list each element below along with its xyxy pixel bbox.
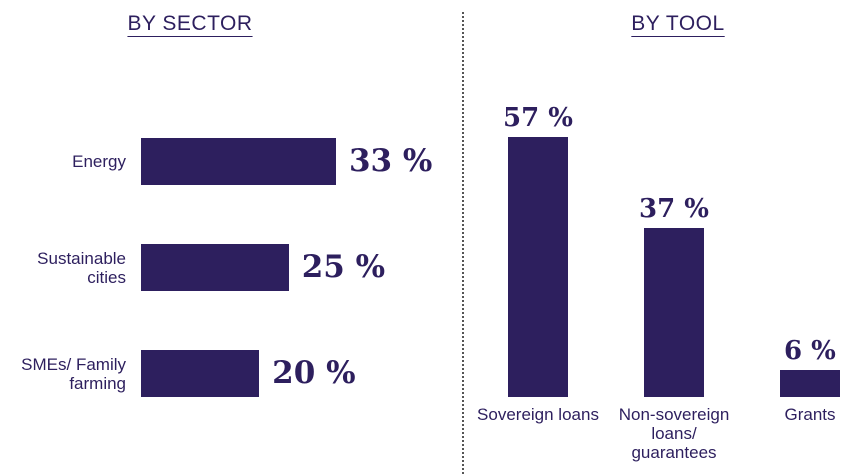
- value-label: 25 %: [301, 249, 386, 285]
- chart-title: BY SECTOR: [127, 12, 253, 35]
- bar: [644, 228, 704, 397]
- value-label: 57 %: [503, 102, 573, 133]
- bar: [141, 244, 289, 291]
- value-label: 33 %: [348, 143, 433, 179]
- category-label: Non-sovereign loans/ guarantees: [618, 405, 730, 462]
- bar: [780, 369, 840, 397]
- category-label: Energy: [72, 152, 126, 171]
- category-label: Sustainable cities: [37, 248, 126, 287]
- category-label: Sovereign loans: [477, 405, 599, 424]
- chart-title: BY TOOL: [631, 12, 725, 35]
- divider: [462, 12, 464, 474]
- bar: [141, 138, 336, 185]
- bar: [141, 350, 260, 397]
- value-label: 37 %: [639, 194, 709, 225]
- value-label: 6 %: [784, 335, 836, 366]
- category-label: SMEs/ Family farming: [21, 354, 126, 393]
- bar: [508, 136, 568, 397]
- category-label: Grants: [784, 405, 836, 424]
- value-label: 20 %: [272, 355, 356, 391]
